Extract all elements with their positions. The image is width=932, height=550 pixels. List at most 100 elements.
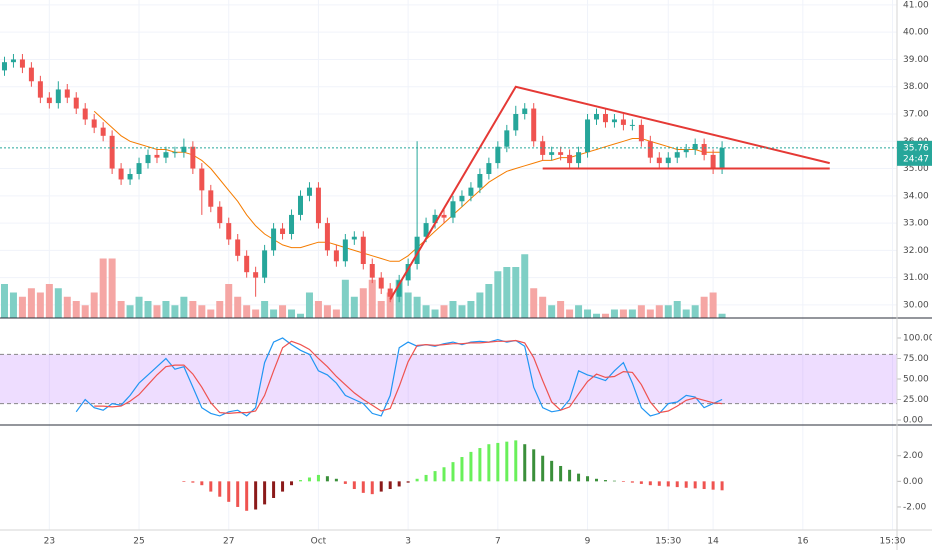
candle-body [620, 119, 626, 125]
momentum-bar [272, 481, 276, 498]
volume-bar [189, 301, 197, 318]
momentum-bar [595, 478, 599, 482]
momentum-bar [209, 481, 213, 492]
y-tick-label: 0.00 [903, 477, 923, 487]
volume-bar [261, 301, 269, 318]
momentum-bar [648, 481, 652, 486]
y-tick-label: 34.00 [903, 191, 929, 201]
volume-bar [72, 301, 80, 318]
y-tick-label: 75.00 [903, 354, 929, 364]
momentum-bar [281, 481, 285, 492]
candle-body [315, 187, 321, 224]
candle-body [504, 130, 510, 147]
candle-body [217, 206, 223, 224]
volume-bar [494, 271, 502, 318]
momentum-bar [316, 474, 320, 482]
candle-body [46, 97, 52, 104]
candle-body [701, 144, 707, 155]
candle-body [495, 146, 501, 164]
y-tick-label: 37.00 [903, 110, 929, 120]
volume-bar [709, 292, 717, 318]
candle-body [244, 255, 250, 273]
candle-body [414, 236, 420, 264]
volume-bar [440, 305, 448, 318]
momentum-bar [245, 481, 249, 511]
momentum-bar [702, 481, 706, 490]
momentum-bar [406, 481, 410, 483]
momentum-bar [523, 444, 527, 482]
volume-bar [207, 309, 215, 318]
volume-bar [377, 301, 385, 318]
volume-bar [566, 309, 574, 318]
candle-body [82, 108, 88, 120]
momentum-bar [505, 441, 509, 482]
momentum-bar [612, 480, 616, 482]
volume-bar [521, 254, 529, 318]
moving-average [93, 110, 723, 262]
candle-body [324, 223, 330, 251]
momentum-bar [415, 478, 419, 482]
volume-bar [431, 309, 439, 318]
volume-bar [458, 305, 466, 318]
candle-body [297, 195, 303, 215]
candle-body [710, 154, 716, 169]
volume-bar [323, 305, 331, 318]
candle-body [585, 119, 591, 153]
candle-body [594, 114, 600, 120]
candle-body [486, 163, 492, 174]
momentum-bar [388, 481, 392, 490]
momentum-bar [487, 444, 491, 482]
y-tick-label: -2.00 [903, 502, 927, 512]
candle-body [674, 152, 680, 158]
candle-body [37, 81, 43, 98]
candle-body [558, 152, 564, 155]
y-tick-label: 25.00 [903, 395, 929, 405]
momentum-bar [657, 481, 661, 486]
momentum-bar [630, 481, 634, 483]
momentum-bar [568, 469, 572, 482]
momentum-bar [550, 460, 554, 482]
volume-bar [45, 284, 53, 318]
candle-body [100, 127, 106, 136]
volume-bar [90, 292, 98, 318]
y-tick-label: 0.00 [903, 415, 923, 425]
candle-body [683, 149, 689, 153]
candle-body [199, 168, 205, 191]
volume-bar [341, 279, 349, 318]
volume-bar [81, 305, 89, 318]
momentum-bar [397, 481, 401, 487]
volume-bar [682, 309, 690, 318]
momentum-bar [603, 480, 607, 482]
candle-body [280, 228, 286, 234]
volume-bar [601, 313, 609, 318]
volume-bar [180, 296, 188, 318]
candle-body [477, 174, 483, 188]
volume-bar [449, 301, 457, 318]
volume-bar [99, 258, 107, 318]
candle-body [576, 152, 582, 164]
x-tick-label: 9 [585, 537, 591, 547]
candle-body [208, 190, 214, 207]
momentum-bar [370, 481, 374, 495]
candle-body [145, 154, 151, 164]
last-price-box [897, 140, 932, 166]
momentum-bar [218, 481, 222, 497]
momentum-bar [478, 448, 482, 482]
momentum-bar [496, 442, 500, 482]
y-tick-label: 31.00 [903, 273, 929, 283]
momentum-bar [711, 481, 715, 490]
volume-bar [305, 292, 313, 318]
volume-bar [225, 284, 233, 318]
candle-body [369, 264, 375, 278]
volume-bar [314, 301, 322, 318]
candle-body [647, 141, 653, 158]
momentum-bar [379, 481, 383, 492]
y-tick-label: 50.00 [903, 375, 929, 385]
volume-bar [279, 305, 287, 318]
candle-body [73, 97, 79, 109]
candle-body [656, 157, 662, 164]
y-tick-label: 100.00 [903, 334, 932, 344]
volume-bar [198, 305, 206, 318]
candle-body [567, 154, 573, 164]
volume-bar [422, 305, 430, 318]
